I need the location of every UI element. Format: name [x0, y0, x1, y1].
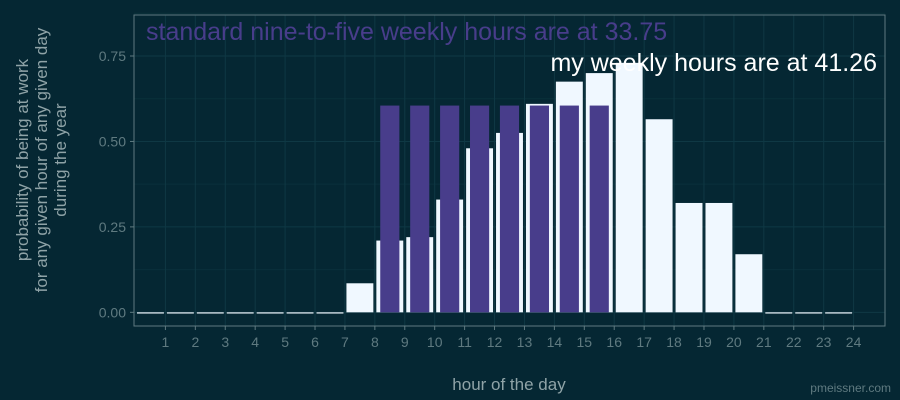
bar-standard-hours-14 — [529, 105, 549, 313]
watermark: pmeissner.com — [810, 381, 891, 395]
x-tick-label: 4 — [251, 334, 259, 350]
grid — [134, 12, 885, 326]
standard-hours-bars — [380, 105, 609, 313]
y-axis-title: probability of being at work for any giv… — [13, 27, 70, 292]
x-tick-label: 16 — [606, 334, 622, 350]
bar-standard-hours-12 — [470, 105, 490, 313]
x-tick-label: 1 — [162, 334, 170, 350]
x-tick-label: 20 — [726, 334, 742, 350]
x-tick-label: 21 — [756, 334, 772, 350]
bar-my-hours-23 — [795, 312, 823, 314]
bar-my-hours-24 — [825, 312, 853, 314]
bar-my-hours-22 — [765, 312, 793, 314]
x-tick-label: 14 — [547, 334, 563, 350]
x-tick-label: 7 — [341, 334, 349, 350]
x-axis-title: hour of the day — [452, 375, 566, 394]
bar-standard-hours-16 — [589, 105, 609, 313]
bar-standard-hours-9 — [380, 105, 400, 313]
bar-my-hours-1 — [136, 312, 164, 314]
panel-border — [133, 14, 886, 327]
x-tick-label: 6 — [311, 334, 319, 350]
bar-my-hours-18 — [645, 119, 673, 313]
x-tick-label: 9 — [401, 334, 409, 350]
x-tick-label: 12 — [487, 334, 503, 350]
bar-my-hours-8 — [346, 283, 374, 313]
bar-my-hours-5 — [256, 312, 284, 314]
standard-hours-annotation: standard nine-to-five weekly hours are a… — [146, 18, 667, 46]
y-axis-ticks: 0.00 0.25 0.50 0.75 — [99, 48, 134, 320]
x-tick-label: 13 — [517, 334, 533, 350]
x-tick-label: 23 — [816, 334, 832, 350]
x-tick-label: 5 — [281, 334, 289, 350]
bar-my-hours-4 — [226, 312, 254, 314]
y-axis-title-line-2: for any given hour of any given day — [32, 27, 51, 292]
x-tick-label: 17 — [636, 334, 652, 350]
bar-my-hours-3 — [196, 312, 224, 314]
bar-my-hours-6 — [286, 312, 314, 314]
bar-my-hours-21 — [735, 254, 763, 313]
x-axis-ticks: 1 2 3 4 5 6 7 8 9 10 11 12 13 14 15 16 17 18 19 20 21 22 23 24 — [162, 326, 862, 350]
bar-standard-hours-13 — [499, 105, 520, 313]
x-tick-label: 2 — [191, 334, 199, 350]
y-axis-title-line-3: during the year — [51, 103, 70, 217]
bar-my-hours-7 — [316, 312, 344, 314]
x-tick-label: 19 — [696, 334, 712, 350]
x-tick-label: 22 — [786, 334, 802, 350]
bar-my-hours-2 — [166, 312, 194, 314]
bar-standard-hours-15 — [559, 105, 579, 313]
y-tick-label: 0.50 — [99, 133, 126, 149]
bar-my-hours-17 — [615, 62, 643, 313]
x-tick-label: 8 — [371, 334, 379, 350]
x-tick-label: 18 — [666, 334, 682, 350]
bar-standard-hours-11 — [440, 105, 460, 313]
x-tick-label: 3 — [221, 334, 229, 350]
x-tick-label: 24 — [846, 334, 862, 350]
bar-standard-hours-10 — [410, 105, 430, 313]
y-tick-label: 0.25 — [99, 219, 126, 235]
y-tick-label: 0.75 — [99, 48, 126, 64]
y-tick-label: 0.00 — [99, 304, 126, 320]
bar-my-hours-20 — [705, 202, 733, 313]
x-tick-label: 11 — [457, 334, 472, 350]
bar-my-hours-19 — [675, 202, 703, 313]
x-tick-label: 15 — [577, 334, 593, 350]
x-tick-label: 10 — [427, 334, 443, 350]
y-axis-title-line-1: probability of being at work — [13, 58, 32, 261]
my-hours-annotation: my weekly hours are at 41.26 — [550, 49, 877, 77]
